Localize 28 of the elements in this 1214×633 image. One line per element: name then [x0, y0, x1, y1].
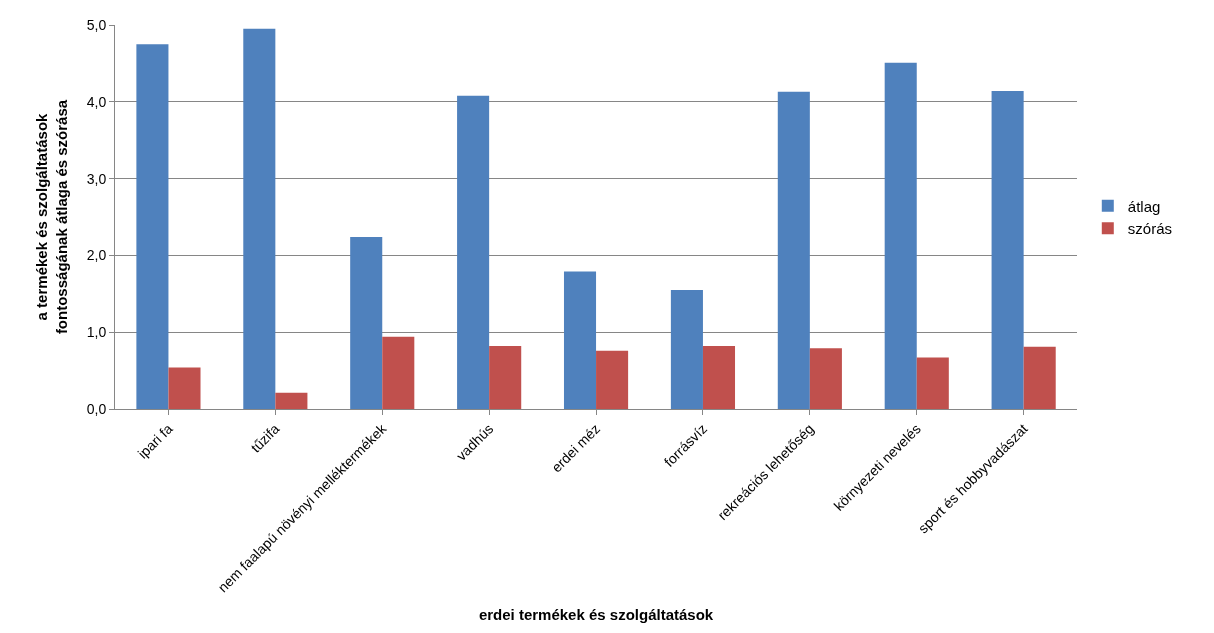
bar [243, 28, 276, 409]
y-tick-label: 1,0 [86, 324, 107, 341]
bar [596, 350, 629, 409]
bar [777, 91, 810, 409]
bar [275, 392, 308, 409]
bar [702, 346, 736, 409]
y-tick-label: 0,0 [86, 400, 107, 417]
y-tick-label: 2,0 [86, 247, 107, 264]
bar [991, 91, 1024, 409]
bar [916, 357, 949, 409]
bar [136, 44, 169, 409]
bar [168, 367, 201, 409]
y-tick-label: 5,0 [86, 16, 107, 33]
bar [350, 236, 383, 409]
bar [489, 346, 522, 409]
y-axis-title: a termékek és szolgáltatások fontosságának átlaga és szórása [33, 99, 70, 335]
bar [457, 95, 490, 409]
bar [382, 336, 415, 409]
bar [809, 348, 842, 409]
bar [1023, 346, 1056, 409]
y-tick-label: 3,0 [86, 170, 107, 187]
bar [563, 271, 597, 409]
bar [670, 289, 703, 409]
x-axis-title: erdei termékek és szolgáltatások [478, 606, 714, 624]
bar [884, 62, 917, 409]
legend-label: szórás [1127, 220, 1172, 238]
y-tick-label: 4,0 [86, 93, 107, 110]
legend-label: átlag [1127, 197, 1161, 215]
